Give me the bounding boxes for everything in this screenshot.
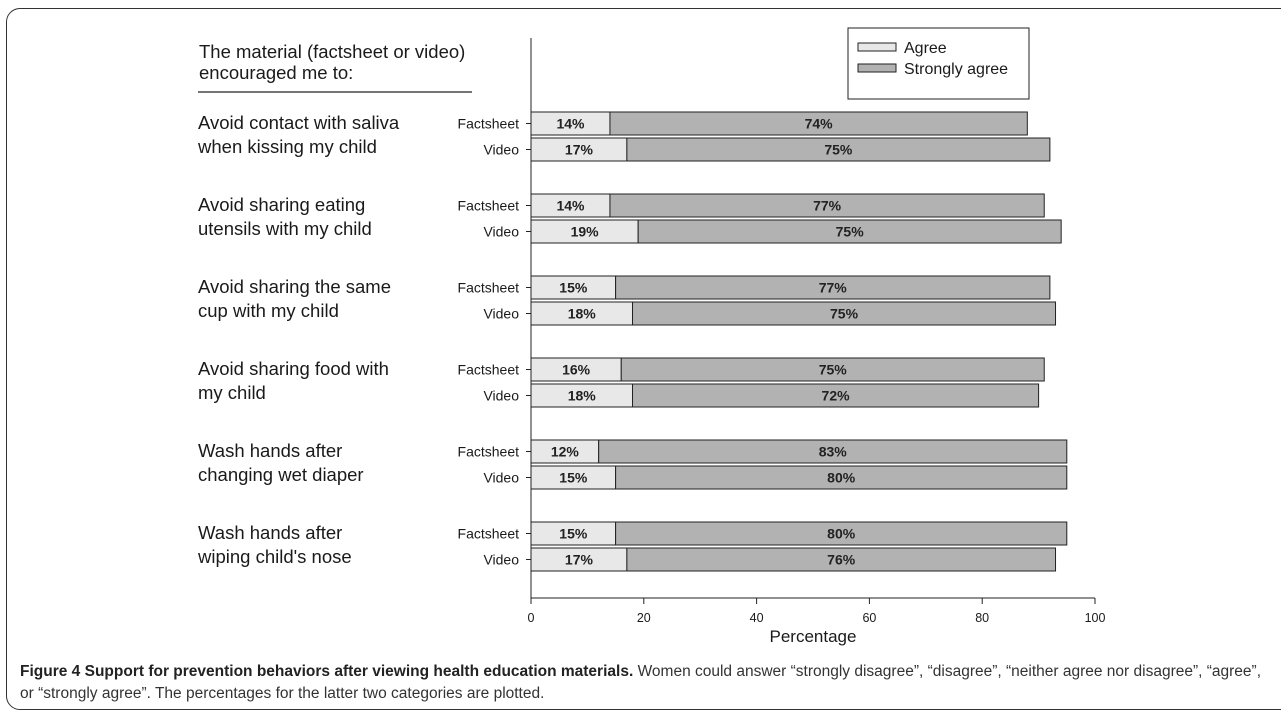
x-tick-label: 0 bbox=[528, 611, 535, 625]
group-label: my child bbox=[198, 382, 266, 403]
caption-text: Women could answer “strongly disagree”, … bbox=[20, 663, 1262, 702]
group-label: changing wet diaper bbox=[198, 464, 364, 485]
bar-category-label: Video bbox=[483, 388, 519, 404]
bar-strongly-agree-label: 77% bbox=[813, 198, 842, 214]
bar-strongly-agree bbox=[626, 547, 1057, 572]
bar-strongly-agree-label: 83% bbox=[819, 444, 848, 460]
bar-strongly-agree bbox=[609, 111, 1028, 136]
bar-strongly-agree bbox=[620, 357, 1045, 382]
bar-agree-label: 15% bbox=[559, 470, 588, 486]
bar-category-label: Video bbox=[483, 552, 519, 568]
bar-agree-label: 19% bbox=[571, 224, 600, 240]
x-tick-label: 100 bbox=[1085, 611, 1106, 625]
bar-agree-label: 17% bbox=[565, 142, 594, 158]
legend-label: Agree bbox=[904, 40, 947, 57]
bar-category-label: Video bbox=[483, 306, 519, 322]
bar-strongly-agree-label: 75% bbox=[836, 224, 865, 240]
figure-caption: Figure 4 Support for prevention behavior… bbox=[20, 661, 1265, 705]
group-label: utensils with my child bbox=[198, 218, 372, 239]
bar-category-label: Video bbox=[483, 470, 519, 486]
bar-strongly-agree-label: 80% bbox=[827, 470, 856, 486]
figure-frame bbox=[6, 8, 1281, 710]
bar-strongly-agree bbox=[609, 193, 1045, 218]
bar-agree-label: 12% bbox=[551, 444, 580, 460]
group-label: Avoid sharing eating bbox=[198, 194, 365, 215]
x-tick-label: 60 bbox=[862, 611, 876, 625]
bar-category-label: Video bbox=[483, 142, 519, 158]
bar-agree-label: 16% bbox=[562, 362, 591, 378]
chart-heading: The material (factsheet or video) bbox=[199, 41, 465, 62]
x-axis-label: Percentage bbox=[770, 627, 857, 646]
bar-strongly-agree bbox=[615, 521, 1068, 546]
bar-category-label: Factsheet bbox=[458, 362, 520, 378]
bar-strongly-agree bbox=[637, 219, 1062, 244]
bar-strongly-agree-label: 75% bbox=[819, 362, 848, 378]
legend-swatch bbox=[857, 42, 897, 52]
group-label: when kissing my child bbox=[197, 136, 377, 157]
bar-strongly-agree-label: 80% bbox=[827, 526, 856, 542]
x-tick-label: 40 bbox=[750, 611, 764, 625]
bar-strongly-agree-label: 75% bbox=[830, 306, 859, 322]
group-label: wiping child's nose bbox=[197, 546, 352, 567]
group-label: Avoid contact with saliva bbox=[198, 112, 400, 133]
bar-agree-label: 15% bbox=[559, 280, 588, 296]
bar-strongly-agree-label: 77% bbox=[819, 280, 848, 296]
bar-agree-label: 14% bbox=[556, 116, 585, 132]
bar-strongly-agree bbox=[632, 301, 1057, 326]
group-label: cup with my child bbox=[198, 300, 339, 321]
bar-agree-label: 15% bbox=[559, 526, 588, 542]
bar-category-label: Factsheet bbox=[458, 198, 520, 214]
bar-strongly-agree bbox=[632, 383, 1040, 408]
bar-strongly-agree bbox=[626, 137, 1051, 162]
bar-agree-label: 18% bbox=[568, 306, 597, 322]
x-tick-label: 80 bbox=[975, 611, 989, 625]
bar-strongly-agree-label: 72% bbox=[822, 388, 851, 404]
bar-strongly-agree bbox=[598, 439, 1068, 464]
group-label: Avoid sharing food with bbox=[198, 358, 389, 379]
stacked-bar-chart: The material (factsheet or video)encoura… bbox=[197, 27, 1106, 646]
chart-heading: encouraged me to: bbox=[199, 62, 353, 83]
bar-strongly-agree-label: 74% bbox=[805, 116, 834, 132]
group-label: Wash hands after bbox=[198, 522, 342, 543]
x-tick-label: 20 bbox=[637, 611, 651, 625]
bar-agree-label: 14% bbox=[556, 198, 585, 214]
legend-swatch bbox=[857, 63, 897, 73]
bar-category-label: Factsheet bbox=[458, 280, 520, 296]
bar-category-label: Video bbox=[483, 224, 519, 240]
bar-category-label: Factsheet bbox=[458, 444, 520, 460]
group-label: Avoid sharing the same bbox=[198, 276, 391, 297]
bar-strongly-agree bbox=[615, 275, 1051, 300]
bar-category-label: Factsheet bbox=[458, 526, 520, 542]
caption-title: Support for prevention behaviors after v… bbox=[84, 663, 634, 680]
bar-category-label: Factsheet bbox=[458, 116, 520, 132]
bar-strongly-agree-label: 76% bbox=[827, 552, 856, 568]
legend-label: Strongly agree bbox=[904, 61, 1008, 78]
caption-label: Figure 4 bbox=[20, 663, 81, 680]
bar-strongly-agree bbox=[615, 465, 1068, 490]
group-label: Wash hands after bbox=[198, 440, 342, 461]
bar-agree-label: 18% bbox=[568, 388, 597, 404]
bar-agree-label: 17% bbox=[565, 552, 594, 568]
bar-strongly-agree-label: 75% bbox=[824, 142, 853, 158]
